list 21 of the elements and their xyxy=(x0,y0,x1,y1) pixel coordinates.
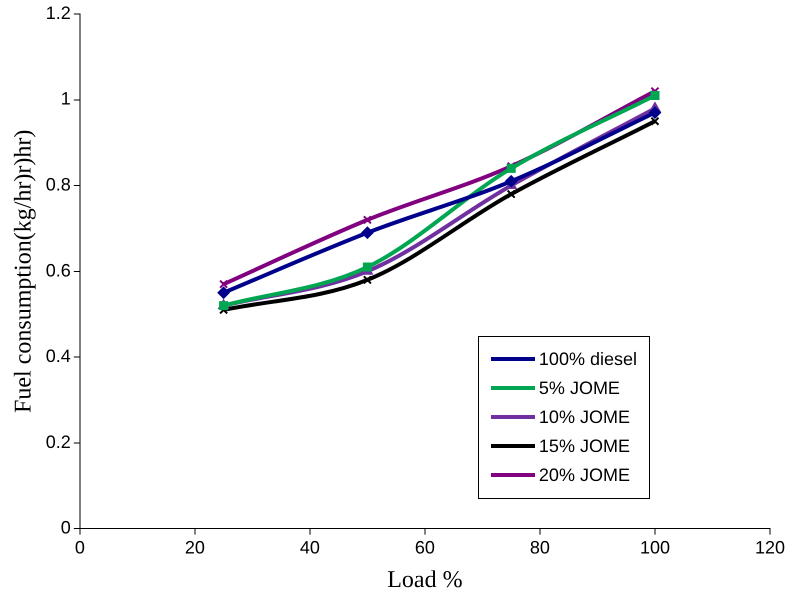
y-tick-label: 0.2 xyxy=(46,432,71,452)
x-tick-label: 0 xyxy=(74,537,85,558)
legend-label: 5% JOME xyxy=(538,376,621,400)
legend-label: 20% JOME xyxy=(538,464,631,487)
x-tick-label: 40 xyxy=(300,537,320,558)
y-tick-label: 1.2 xyxy=(46,2,71,23)
legend-label: 100% diesel xyxy=(538,348,637,371)
y-tick-label: 1 xyxy=(60,88,71,109)
x-tick-label: 20 xyxy=(184,537,205,558)
x-tick-label: 80 xyxy=(530,537,550,558)
y-tick-label: 0.8 xyxy=(46,174,71,194)
y-axis-title: Fuel consumption(kg/hr)r)hr) xyxy=(10,130,37,413)
x-tick-label: 100 xyxy=(640,537,670,558)
y-tick-label: 0.6 xyxy=(46,260,71,280)
legend-label: 10% JOME xyxy=(538,406,631,429)
legend-label: 15% JOME xyxy=(538,434,631,458)
y-tick-label: 0.4 xyxy=(46,346,71,366)
x-tick-label: 60 xyxy=(414,537,435,558)
y-tick-label: 0 xyxy=(60,518,71,538)
x-tick-label: 120 xyxy=(754,537,786,558)
x-axis-title: Load % xyxy=(387,566,463,593)
